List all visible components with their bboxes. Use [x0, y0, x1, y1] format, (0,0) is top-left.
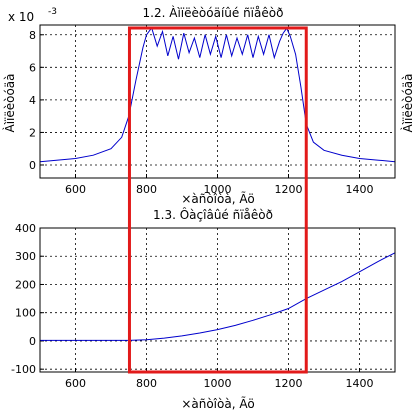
highlight-frame	[127, 26, 308, 374]
y-tick-label: 300	[15, 250, 36, 263]
x-tick-label: 1200	[275, 183, 303, 196]
x-axis-label: ×àñòîòà, Ãö	[181, 396, 254, 411]
axis-ticks: 600 800 1000 1200 1400 0 2 4 6 8	[29, 29, 374, 196]
x-tick-label: 1200	[275, 377, 303, 390]
y-tick-label: 400	[15, 222, 36, 235]
y-tick-label: 4	[29, 94, 36, 107]
y-tick-label: 2	[29, 126, 36, 139]
phase-spectrum-chart: 1.3. Ôàçîâûé ñïåêòð 600 800 1000 1200 1400-1…	[11, 207, 396, 411]
x-tick-label: 800	[136, 183, 157, 196]
y-axis-label-right: Àìïëèòóäà	[400, 73, 415, 132]
axis-ticks: 600 800 1000 1200 1400 -100 0 100 200 300 400	[11, 222, 373, 390]
y-tick-label: 200	[15, 278, 36, 291]
exponent-power: -3	[48, 7, 57, 17]
y-tick-label: 0	[29, 159, 36, 172]
x-tick-label: 1000	[204, 377, 232, 390]
y-tick-label: 8	[29, 29, 36, 42]
x-tick-label: 600	[65, 377, 86, 390]
y-tick-label: -100	[11, 363, 36, 376]
chart-title: 1.3. Ôàçîâûé ñïåêòð	[153, 207, 273, 222]
y-tick-label: 100	[15, 307, 36, 320]
x-tick-label: 600	[65, 183, 86, 196]
chart-title: 1.2. Àìïëèòóäíûé ñïåêòð	[143, 5, 284, 20]
plot-frame	[39, 24, 396, 179]
amplitude-series-line	[39, 27, 396, 163]
amplitude-spectrum-chart: 1.2. Àìïëèòóäíûé ñïåêòð x 10 -3 600 800 10…	[2, 5, 415, 206]
x-axis-label: ×àñòîòà, Ãö	[181, 191, 254, 206]
exponent-label: x 10	[8, 10, 34, 24]
x-tick-label: 800	[136, 377, 157, 390]
y-axis-label: Àìïëèòóäà	[2, 73, 17, 132]
x-tick-label: 1000	[204, 183, 232, 196]
x-tick-label: 1400	[346, 377, 374, 390]
y-tick-label: 0	[29, 335, 36, 348]
x-tick-label: 1400	[346, 183, 374, 196]
y-tick-label: 6	[29, 61, 36, 74]
grid	[40, 25, 395, 178]
